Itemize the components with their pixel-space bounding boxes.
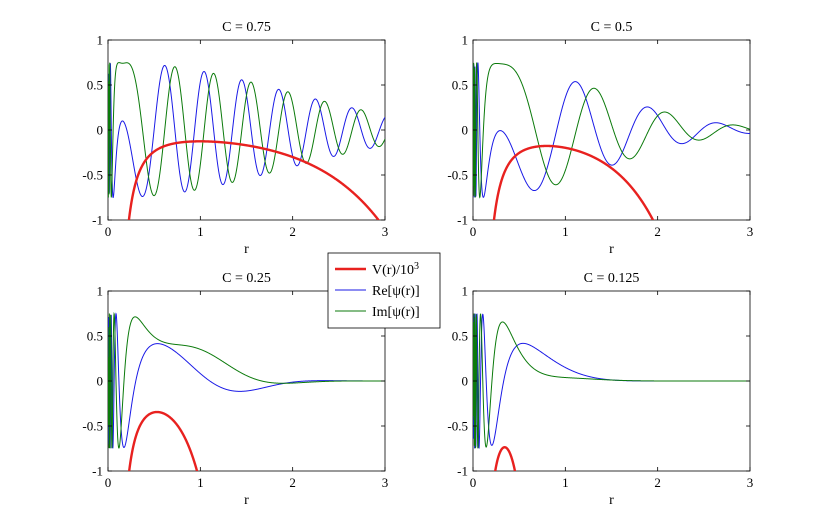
x-tick-label: 3	[747, 475, 754, 490]
panel-1: 0 1 2 3 1 0.5 0 -0.5 -1 C = 0.75 r	[82, 20, 388, 257]
chart-title: C = 0.5	[591, 20, 633, 35]
legend-label-im: Im[ψ(r)]	[372, 305, 420, 320]
y-tick-label: -1	[92, 213, 103, 228]
legend: V(r)/103 Re[ψ(r)] Im[ψ(r)]	[327, 252, 441, 329]
x-tick-label: 2	[289, 475, 296, 490]
y-tick-label: 0.5	[87, 78, 103, 93]
legend-label-v: V(r)/103	[372, 261, 419, 279]
axes-frame	[472, 39, 751, 221]
y-tick-label: 1	[462, 33, 469, 48]
x-tick-label: 0	[105, 224, 112, 239]
y-tick-label: 0	[462, 123, 469, 138]
x-tick-label: 1	[197, 224, 204, 239]
panel-4: 0 1 2 3 1 0.5 0 -0.5 -1 C = 0.125 r	[447, 271, 753, 508]
y-tick-label: -0.5	[447, 168, 468, 183]
series-v-line	[492, 144, 655, 220]
chart-title: C = 0.75	[222, 20, 271, 35]
chart-title: C = 0.25	[222, 271, 271, 286]
x-tick-label: 0	[470, 224, 477, 239]
y-tick-label: 1	[97, 284, 104, 299]
y-tick-label: 1	[97, 33, 104, 48]
series-v-line	[127, 410, 199, 471]
y-tick-label: -0.5	[82, 168, 103, 183]
x-tick-label: 3	[382, 475, 389, 490]
chart-title: C = 0.125	[584, 271, 640, 286]
y-tick-label: 0	[97, 374, 104, 389]
x-tick-label: 2	[654, 224, 661, 239]
series-re-line	[473, 62, 750, 198]
series-im-line	[473, 313, 750, 449]
x-axis-label: r	[609, 242, 614, 257]
panel-2: 0 1 2 3 1 0.5 0 -0.5 -1 C = 0.5 r	[447, 20, 753, 257]
x-tick-label: 1	[562, 224, 569, 239]
x-axis-label: r	[609, 493, 614, 508]
series-im-line	[108, 62, 385, 198]
x-axis-label: r	[244, 493, 249, 508]
y-tick-label: -0.5	[447, 419, 468, 434]
y-tick-label: 0	[97, 123, 104, 138]
x-axis-label: r	[244, 242, 249, 257]
x-tick-label: 0	[470, 475, 477, 490]
x-tick-label: 0	[105, 475, 112, 490]
y-tick-label: 0.5	[452, 329, 468, 344]
y-tick-label: -0.5	[82, 419, 103, 434]
series-im-line	[473, 62, 750, 199]
x-tick-label: 3	[382, 224, 389, 239]
x-tick-label: 1	[197, 475, 204, 490]
y-tick-label: -1	[457, 213, 468, 228]
y-tick-label: 0	[462, 374, 469, 389]
legend-label-re: Re[ψ(r)]	[372, 284, 420, 299]
x-tick-label: 2	[289, 224, 296, 239]
x-tick-label: 3	[747, 224, 754, 239]
series-im-line	[108, 311, 385, 449]
series-v-line	[127, 140, 381, 220]
y-tick-label: -1	[92, 464, 103, 479]
x-tick-label: 2	[654, 475, 661, 490]
y-tick-label: -1	[457, 464, 468, 479]
x-tick-label: 1	[562, 475, 569, 490]
y-tick-label: 0.5	[452, 78, 468, 93]
y-tick-label: 0.5	[87, 329, 103, 344]
y-tick-label: 1	[462, 284, 469, 299]
